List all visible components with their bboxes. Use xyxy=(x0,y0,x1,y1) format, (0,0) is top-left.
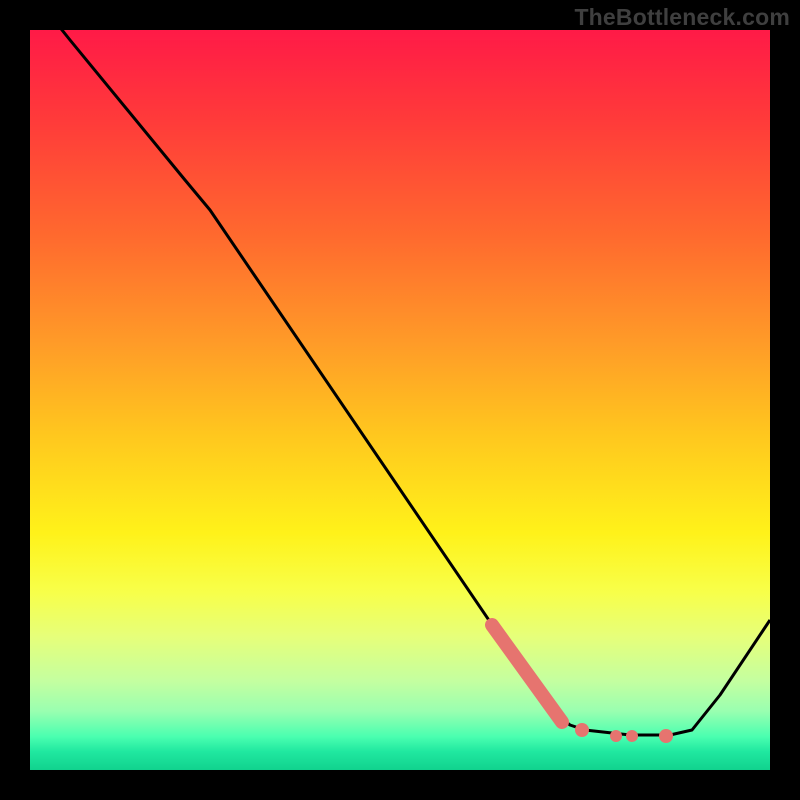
watermark-text: TheBottleneck.com xyxy=(574,4,790,31)
chart-container: TheBottleneck.com xyxy=(0,0,800,800)
bottleneck-curve xyxy=(30,30,770,770)
plot-area xyxy=(30,30,770,770)
